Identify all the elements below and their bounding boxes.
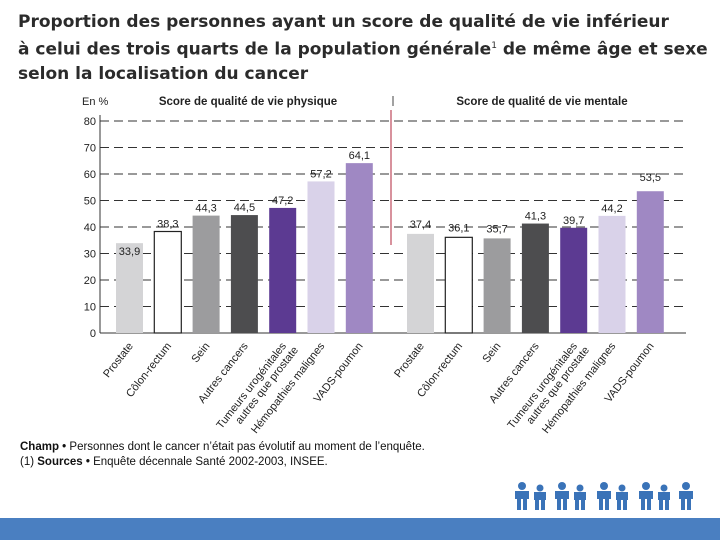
title-line-2b: de même âge et sexe [502,39,708,60]
bar [230,215,258,333]
figure-leg [563,498,567,510]
figure-leg [617,499,621,510]
footnotes: Champ • Personnes dont le cancer n’était… [20,440,660,470]
figure-body [639,491,653,499]
figure-body [597,491,611,499]
y-axis-label: En % [82,96,109,108]
data-label: 64,1 [349,150,370,162]
figure-head [682,482,690,490]
title-line-2: à celui des trois quarts de la populatio… [18,34,708,62]
data-label: 57,2 [310,168,331,180]
figure-leg [623,499,627,510]
data-label: 39,7 [563,215,584,227]
x-tick-label: Sein [480,340,503,365]
title-line-2a: à celui des trois quarts de la populatio… [18,39,492,60]
y-tick-label: 60 [84,169,96,181]
y-tick-label: 0 [90,328,96,340]
bottom-bar [0,518,720,540]
bar [269,207,297,333]
x-tick-label: Prostate [101,340,136,380]
figure-leg [581,499,585,510]
bar [483,238,511,333]
figure-body [658,492,670,500]
figure-leg [599,498,603,510]
data-label: 35,7 [486,223,507,235]
figure-head [558,482,566,490]
data-label: 37,4 [410,219,431,231]
figure-leg [687,498,691,510]
bar [598,215,626,333]
data-label: 53,5 [640,172,661,184]
figure-leg [535,499,539,510]
figure-leg [647,498,651,510]
y-tick-label: 50 [84,196,96,208]
footnote-champ: Champ • Personnes dont le cancer n’était… [20,440,660,455]
bar [153,230,182,334]
data-label: 41,3 [525,211,546,223]
figure-leg [523,498,527,510]
figure-head [642,482,650,490]
figure-leg [557,498,561,510]
bar [407,233,434,333]
figure-leg [575,499,579,510]
figure-body [555,491,569,499]
figure-head [518,482,526,490]
y-tick-label: 80 [84,116,96,128]
figure-body [534,492,546,500]
bar [116,243,143,333]
data-label: 33,9 [119,246,140,258]
data-label: 44,2 [601,203,622,215]
data-label: 44,3 [195,203,216,215]
figure-body [515,491,529,499]
footnote-sources-label: Sources • [37,456,90,468]
figure-leg [541,499,545,510]
figure-leg [659,499,663,510]
y-tick-label: 20 [84,275,96,287]
figure-head [600,482,608,490]
bar [345,163,373,333]
title-line-1: Proportion des personnes ayant un score … [18,12,669,32]
x-tick-label: Tumeurs urogénitales [505,340,580,431]
data-label: 38,3 [157,219,178,231]
bar [521,223,549,333]
figure-leg [605,498,609,510]
bar [560,227,588,333]
x-tick-label: Prostate [392,340,427,380]
footnote-champ-text: Personnes dont le cancer n’était pas évo… [69,441,425,453]
y-tick-label: 40 [84,222,96,234]
figure-leg [665,499,669,510]
footnote-sources-text: Enquête décennale Santé 2002-2003, INSEE… [93,456,328,468]
title-line-3: selon la localisation du cancer [18,63,309,84]
y-tick-label: 70 [84,143,96,155]
figure-leg [517,498,521,510]
footnote-champ-label: Champ • [20,441,67,453]
footnote-sources-num: (1) [20,456,35,468]
figure-leg [681,498,685,510]
series-title-2: Score de qualité de vie mentale [456,96,627,108]
x-tick-label: Tumeurs urogénitales [214,340,289,431]
bar-chart: En % 0 10 20 30 40 50 60 70 80 Score de qualité de… [82,96,686,436]
data-label: 36,1 [448,222,469,234]
series-title-1: Score de qualité de vie physique [159,96,337,108]
data-label: 44,5 [234,202,255,214]
figure-leg [641,498,645,510]
y-tick-label: 10 [84,302,96,314]
chart-title: Proportion des personnes ayant un score … [18,10,708,86]
bar [444,236,473,334]
footnote-sources: (1) Sources • Enquête décennale Santé 20… [20,455,660,470]
figure-head [576,484,584,492]
bar [636,191,664,333]
title-footnote-ref: 1 [491,41,497,51]
y-tick-label: 30 [84,249,96,261]
x-tick-label: Sein [189,340,212,365]
bar [307,181,335,333]
figure-head [536,484,544,492]
figure-body [616,492,628,500]
data-label: 47,2 [272,195,293,207]
figure-body [679,491,693,499]
figure-body [574,492,586,500]
figure-head [660,484,668,492]
bar [192,215,220,333]
figure-head [618,484,626,492]
